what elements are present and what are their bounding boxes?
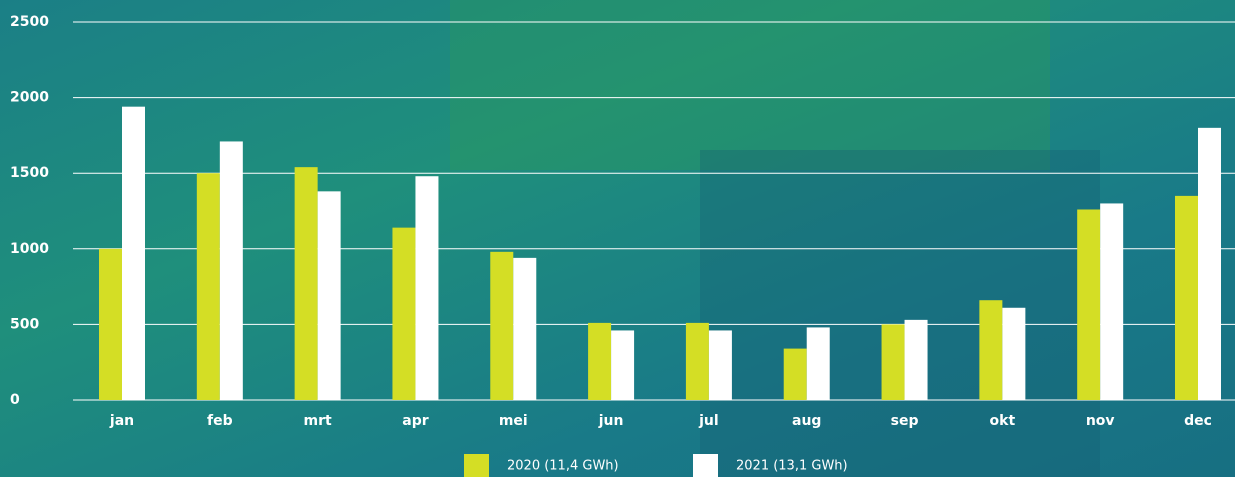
background-trees <box>450 0 1050 170</box>
x-tick-label: apr <box>402 413 428 429</box>
bar <box>490 251 514 400</box>
bar <box>1100 203 1124 400</box>
y-tick-label: 2500 <box>10 14 49 30</box>
bar <box>1198 127 1221 400</box>
bar <box>1175 195 1198 400</box>
bar <box>588 322 612 400</box>
bar <box>685 322 709 400</box>
bar <box>881 324 905 400</box>
bar <box>1077 209 1101 400</box>
background-buildings <box>700 150 1100 477</box>
x-tick-label: feb <box>207 413 233 429</box>
x-tick-label: okt <box>990 413 1016 429</box>
bar <box>806 327 830 400</box>
y-tick-label: 1000 <box>10 241 49 257</box>
legend-swatch <box>693 454 718 477</box>
x-tick-label: dec <box>1184 413 1212 429</box>
legend-label: 2020 (11,4 GWh) <box>507 459 619 474</box>
y-tick-label: 0 <box>10 392 20 408</box>
bar <box>122 106 145 400</box>
bar <box>708 330 732 400</box>
x-tick-label: jun <box>598 413 624 429</box>
bar <box>513 257 537 400</box>
bar <box>196 173 220 400</box>
x-tick-label: jul <box>698 413 719 429</box>
x-tick-label: sep <box>891 413 919 429</box>
y-tick-label: 500 <box>10 316 39 332</box>
y-tick-label: 1500 <box>10 165 49 181</box>
bar <box>219 141 243 400</box>
bar <box>99 248 122 400</box>
bar <box>611 330 635 400</box>
bar <box>294 167 318 400</box>
legend-label: 2021 (13,1 GWh) <box>736 459 848 474</box>
legend-swatch <box>464 454 489 477</box>
x-tick-label: aug <box>792 413 821 429</box>
bar <box>415 176 439 400</box>
bar <box>317 191 341 400</box>
x-tick-label: jan <box>109 413 134 429</box>
x-tick-label: nov <box>1086 413 1115 429</box>
y-tick-label: 2000 <box>10 90 49 106</box>
bar <box>392 227 416 400</box>
bar <box>1002 307 1026 400</box>
x-tick-label: mrt <box>304 413 332 429</box>
bar <box>979 300 1003 400</box>
bar <box>904 319 928 400</box>
x-tick-label: mei <box>499 413 528 429</box>
bar <box>783 348 807 400</box>
